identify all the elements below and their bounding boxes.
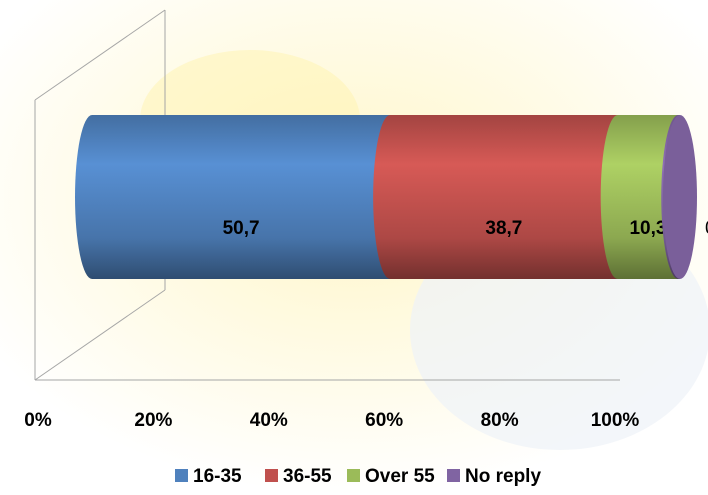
legend-swatch	[347, 469, 360, 482]
legend-label: Over 55	[365, 466, 435, 487]
bar-segment	[75, 115, 391, 279]
legend-label: 16-35	[193, 466, 242, 487]
x-tick-label: 60%	[365, 410, 403, 431]
bar-segment	[600, 115, 679, 279]
plot: 50,7 38,7 10,3 0,3	[75, 115, 708, 279]
wall-edge	[34, 289, 166, 381]
legend-swatch	[265, 469, 278, 482]
legend-label: 36-55	[283, 466, 332, 487]
x-tick-label: 40%	[250, 410, 288, 431]
data-label: 10,3	[629, 218, 666, 239]
x-tick-label: 100%	[591, 410, 640, 431]
data-label: 50,7	[223, 218, 260, 239]
x-tick-label: 20%	[134, 410, 172, 431]
x-tick-label: 80%	[481, 410, 519, 431]
wall-edge	[34, 9, 166, 101]
bar-segment	[373, 115, 618, 279]
legend-label: No reply	[465, 466, 541, 487]
legend-swatch	[447, 469, 460, 482]
data-label: 38,7	[485, 218, 522, 239]
x-tick-label: 0%	[24, 410, 52, 431]
data-label: 0,3	[705, 218, 708, 239]
bar-end-cap	[663, 115, 697, 279]
legend-swatch	[175, 469, 188, 482]
